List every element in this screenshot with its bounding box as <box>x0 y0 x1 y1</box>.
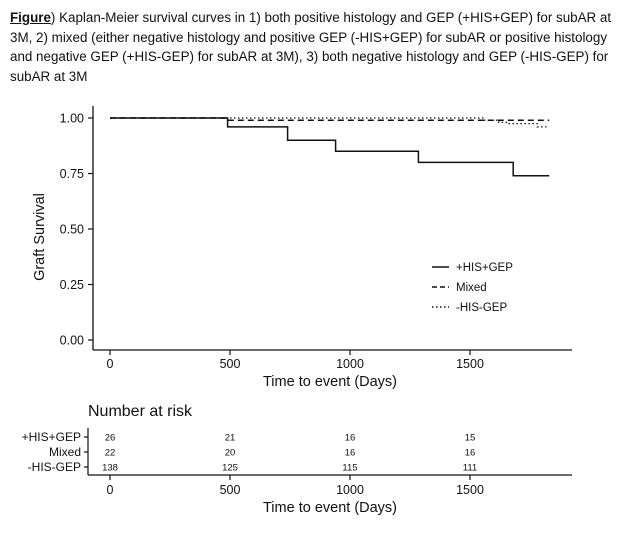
y-tick-label: 0.75 <box>60 167 84 181</box>
y-axis-label: Graft Survival <box>32 193 48 281</box>
risk-cell: 138 <box>102 463 118 474</box>
risk-cell: 115 <box>342 463 357 474</box>
caption-figure-label: Figure <box>10 10 51 25</box>
series-line-1 <box>110 117 550 177</box>
risk-x-tick-label: 1500 <box>456 483 484 497</box>
x-tick-label: 1500 <box>456 357 484 371</box>
risk-cell: 125 <box>222 463 238 474</box>
risk-x-tick-label: 0 <box>107 483 114 497</box>
x-tick-label: 500 <box>220 357 241 371</box>
risk-x-tick-label: 500 <box>220 483 241 497</box>
y-tick-label: 0.50 <box>60 223 84 237</box>
x-axis-label: Time to event (Days) <box>263 374 397 390</box>
series-line-3 <box>110 117 550 128</box>
risk-cell: 16 <box>345 433 356 444</box>
series-line-2 <box>110 117 550 121</box>
risk-cell: 15 <box>465 433 476 444</box>
risk-cell: 22 <box>105 448 116 459</box>
y-tick-label: 1.00 <box>60 112 84 126</box>
legend-label: -HIS-GEP <box>456 302 507 314</box>
risk-cell: 21 <box>225 433 236 444</box>
legend-label: +HIS+GEP <box>456 262 513 274</box>
caption-text: ) Kaplan-Meier survival curves in 1) bot… <box>10 10 612 84</box>
x-tick-label: 0 <box>107 357 114 371</box>
risk-row-label: -HIS-GEP <box>28 460 81 474</box>
y-tick-label: 0.25 <box>60 278 84 292</box>
risk-row-label: Mixed <box>49 445 81 459</box>
risk-cell: 20 <box>225 448 236 459</box>
risk-cell: 111 <box>463 463 477 474</box>
risk-x-axis-label: Time to event (Days) <box>263 500 397 516</box>
legend-label: Mixed <box>456 282 487 294</box>
figure-caption: Figure) Kaplan-Meier survival curves in … <box>10 8 628 86</box>
y-tick-label: 0.00 <box>60 334 84 348</box>
number-at-risk-table: Number at risk +HIS+GEP 26 21 16 15 Mixed 22 20 1… <box>22 403 572 516</box>
risk-x-tick-label: 1000 <box>336 483 364 497</box>
risk-table-title: Number at risk <box>88 403 193 420</box>
x-tick-label: 1000 <box>336 357 364 371</box>
risk-cell: 16 <box>345 448 356 459</box>
risk-row-label: +HIS+GEP <box>22 430 81 444</box>
survival-plot: 0.00 0.25 0.50 0.75 1.00 Graft Survival 0 500 10… <box>32 106 572 390</box>
risk-cell: 26 <box>105 433 116 444</box>
risk-cell: 16 <box>465 448 476 459</box>
